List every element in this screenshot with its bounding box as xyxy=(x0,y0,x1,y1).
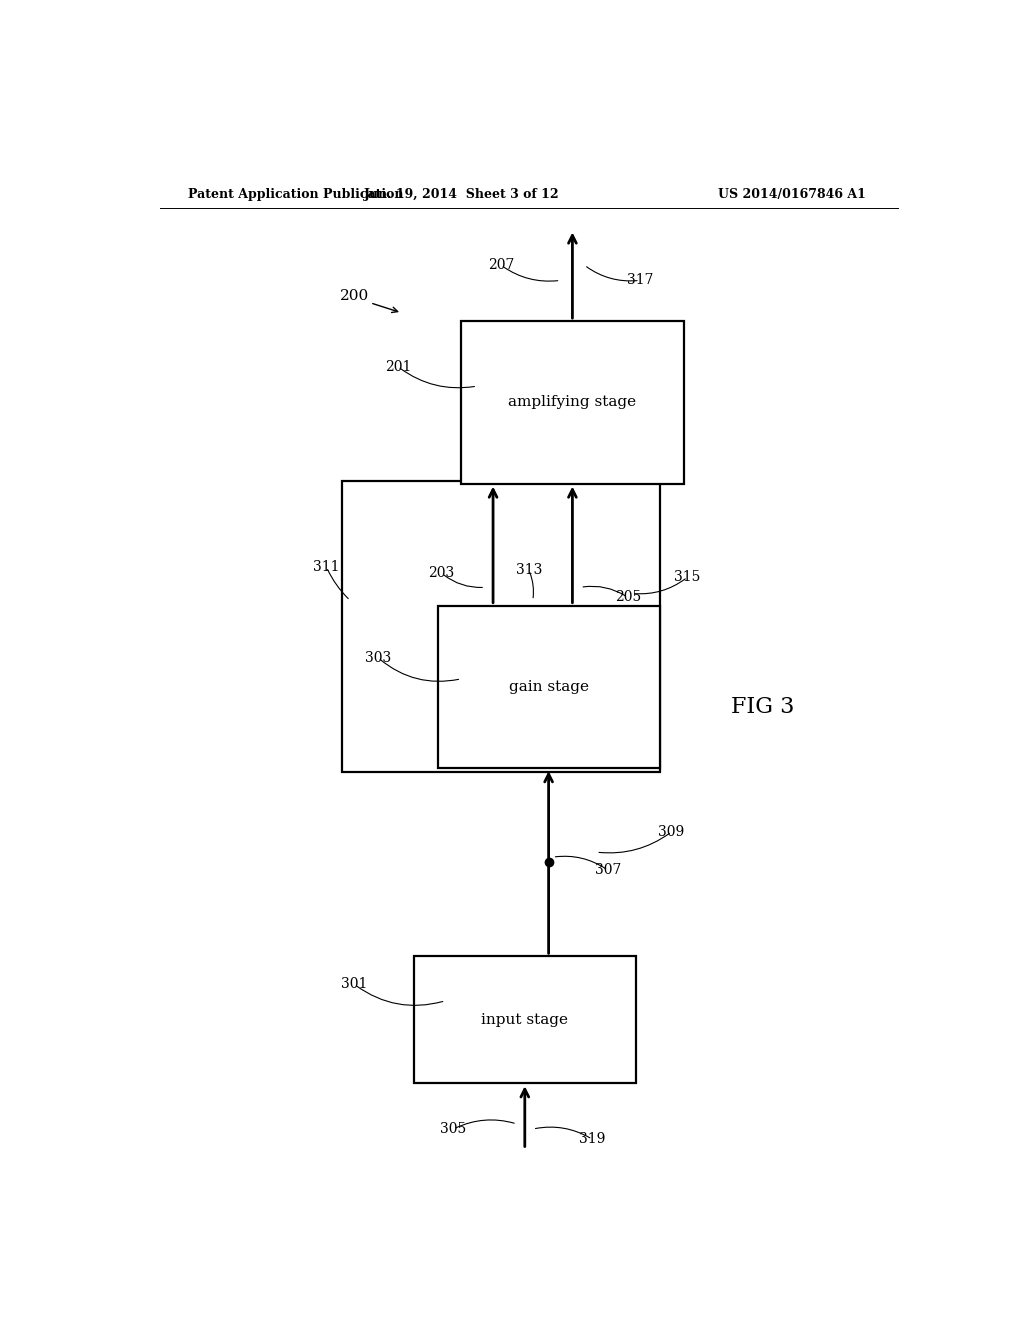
Text: 205: 205 xyxy=(614,590,641,605)
Text: 301: 301 xyxy=(341,977,368,991)
Text: Patent Application Publication: Patent Application Publication xyxy=(187,189,403,202)
Text: 309: 309 xyxy=(658,825,685,838)
Text: 201: 201 xyxy=(385,359,411,374)
Text: 207: 207 xyxy=(487,259,514,272)
Text: FIG 3: FIG 3 xyxy=(731,696,795,718)
Text: input stage: input stage xyxy=(481,1012,568,1027)
Text: Jun. 19, 2014  Sheet 3 of 12: Jun. 19, 2014 Sheet 3 of 12 xyxy=(364,189,559,202)
Text: 319: 319 xyxy=(579,1133,605,1146)
Text: 317: 317 xyxy=(627,273,653,288)
Bar xyxy=(461,321,684,483)
Text: 203: 203 xyxy=(428,566,455,579)
Text: 307: 307 xyxy=(595,863,622,878)
Bar xyxy=(342,480,659,772)
Text: amplifying stage: amplifying stage xyxy=(508,395,637,409)
Text: 311: 311 xyxy=(313,560,340,574)
Bar xyxy=(437,606,659,768)
Text: 313: 313 xyxy=(515,564,542,577)
Text: 305: 305 xyxy=(440,1122,467,1137)
Bar xyxy=(414,956,636,1084)
Text: 315: 315 xyxy=(674,570,700,585)
Text: US 2014/0167846 A1: US 2014/0167846 A1 xyxy=(718,189,866,202)
Text: gain stage: gain stage xyxy=(509,680,589,694)
Text: 303: 303 xyxy=(365,651,391,665)
Text: 200: 200 xyxy=(340,289,369,302)
